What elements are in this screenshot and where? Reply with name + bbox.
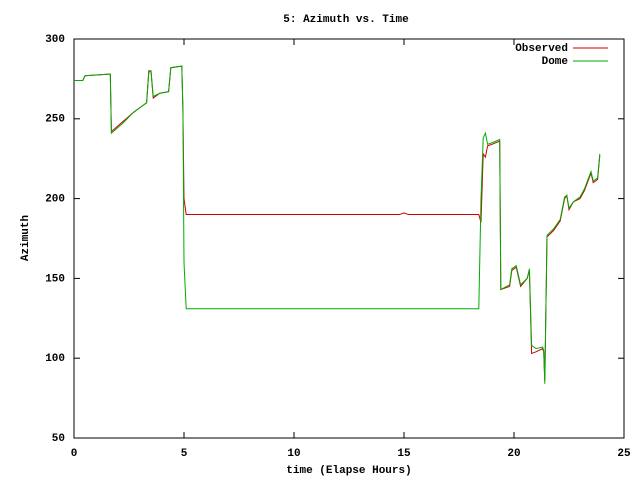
- y-axis-label: Azimuth: [20, 215, 32, 261]
- x-tick-label: 25: [617, 448, 631, 460]
- x-axis-label: time (Elapse Hours): [286, 465, 411, 477]
- x-tick-label: 5: [181, 448, 188, 460]
- y-tick-label: 300: [45, 34, 65, 46]
- x-tick-label: 10: [287, 448, 300, 460]
- x-tick-label: 15: [397, 448, 411, 460]
- y-tick-label: 100: [45, 353, 65, 365]
- x-tick-label: 20: [507, 448, 520, 460]
- plot-border: [73, 38, 625, 439]
- y-tick-label: 50: [52, 433, 65, 445]
- legend-label: Dome: [542, 56, 569, 68]
- data-line: [74, 65, 601, 384]
- y-tick-label: 150: [45, 273, 65, 285]
- y-tick-label: 250: [45, 114, 65, 126]
- x-tick-label: 0: [71, 448, 78, 460]
- legend-label: Observed: [515, 43, 568, 55]
- y-tick-label: 200: [45, 194, 65, 206]
- chart-title: 5: Azimuth vs. Time: [283, 14, 409, 26]
